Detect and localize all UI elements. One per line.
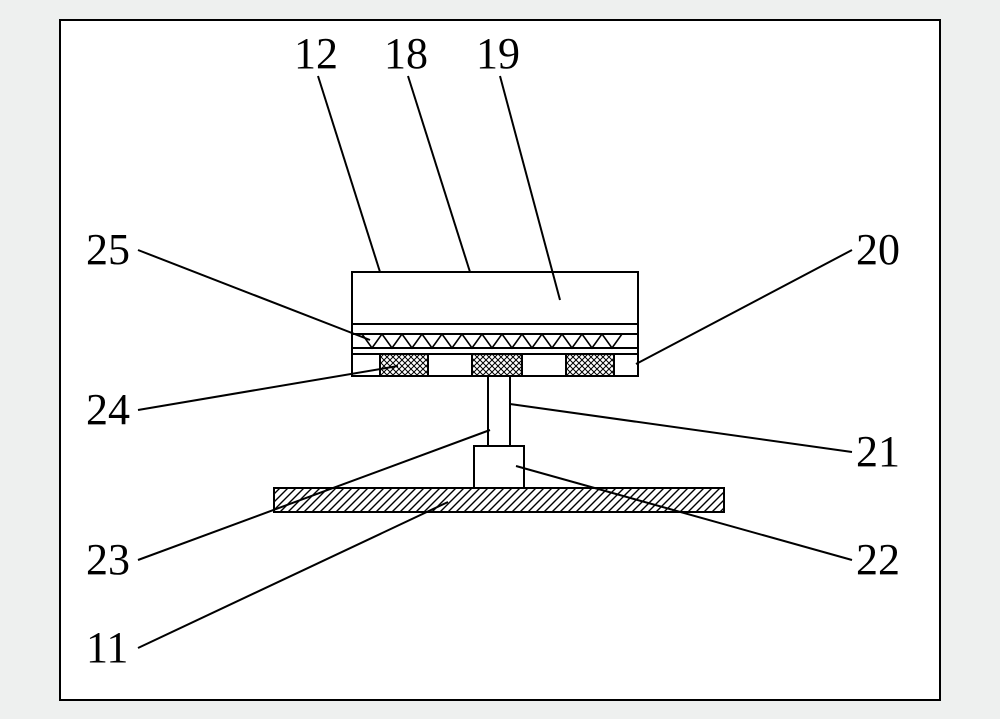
lbl-25: 25: [86, 224, 130, 275]
lbl-18: 18: [384, 28, 428, 79]
lbl-11: 11: [86, 622, 128, 673]
lbl-24: 24: [86, 384, 130, 435]
lbl-22: 22: [856, 534, 900, 585]
lbl-12: 12: [294, 28, 338, 79]
lbl-19: 19: [476, 28, 520, 79]
lbl-23: 23: [86, 534, 130, 585]
lbl-20: 20: [856, 224, 900, 275]
lbl-21: 21: [856, 426, 900, 477]
diagram-svg: [0, 0, 1000, 719]
